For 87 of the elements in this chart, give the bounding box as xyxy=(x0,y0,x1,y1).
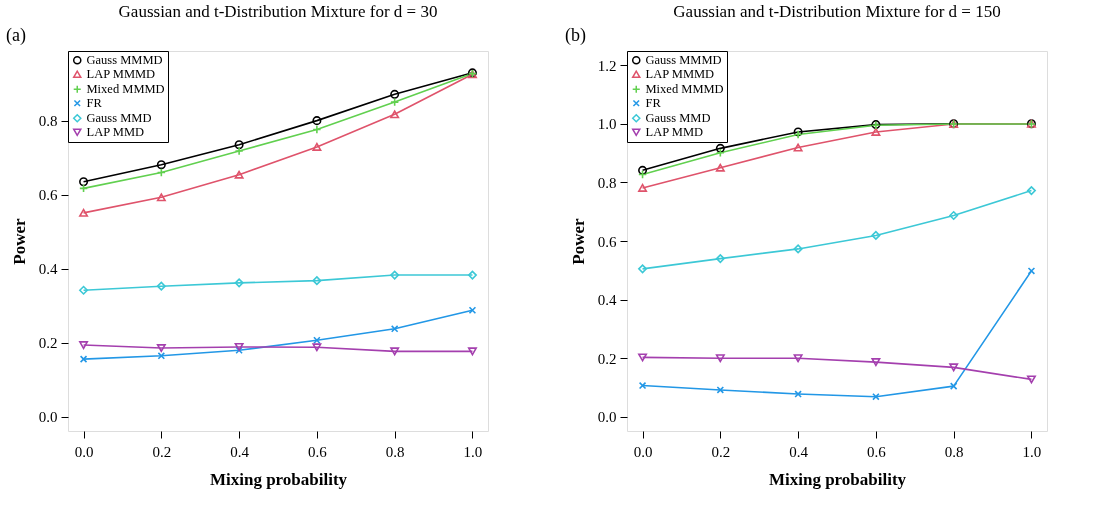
point xyxy=(390,347,400,356)
x-tick-label: 0.2 xyxy=(152,443,172,460)
legend-label: Gauss MMD xyxy=(86,111,152,126)
point xyxy=(949,363,959,372)
x-tick-label: 0.4 xyxy=(789,443,809,460)
point xyxy=(390,325,399,333)
point xyxy=(638,353,648,362)
point xyxy=(793,143,803,152)
point xyxy=(715,354,725,363)
y-tick-label: 0.0 xyxy=(597,409,617,426)
point xyxy=(79,208,89,217)
point xyxy=(390,110,400,119)
legend-label: Gauss MMD xyxy=(645,111,711,126)
legend-label: Mixed MMMD xyxy=(645,82,724,97)
text: (b) xyxy=(565,25,586,46)
y-tick-label: 0.6 xyxy=(38,187,58,204)
point xyxy=(312,343,322,352)
x-tick-label: 0.0 xyxy=(74,443,94,460)
x-tick-label: 0.0 xyxy=(633,443,653,460)
chart-title: Gaussian and t-Distribution Mixture for d = 150 xyxy=(673,2,1001,21)
point xyxy=(871,358,881,367)
legend-label: LAP MMD xyxy=(86,125,145,140)
y-tick-label: 0.2 xyxy=(38,335,58,352)
y-tick-label: 0.4 xyxy=(597,292,617,309)
point xyxy=(79,341,89,350)
y-axis-title: Power xyxy=(9,217,29,265)
y-axis-title: Power xyxy=(568,217,588,265)
legend-label: FR xyxy=(645,96,662,111)
point xyxy=(638,264,648,274)
x-axis-title: Mixing probability xyxy=(209,469,348,489)
y-tick-label: 0.2 xyxy=(597,350,617,367)
y-tick-label: 0.8 xyxy=(38,113,58,130)
point xyxy=(871,127,881,136)
point xyxy=(156,344,166,353)
y-tick-label: 0.6 xyxy=(597,233,617,250)
legend-label: LAP MMMD xyxy=(86,67,156,82)
point xyxy=(793,244,803,254)
point xyxy=(156,160,166,170)
x-tick-label: 0.8 xyxy=(385,443,405,460)
x-tick-label: 0.6 xyxy=(867,443,887,460)
text: (a) xyxy=(6,25,26,46)
y-tick-label: 0.4 xyxy=(38,261,58,278)
x-axis-title: Mixing probability xyxy=(768,469,907,489)
point xyxy=(79,285,89,295)
point xyxy=(1026,186,1036,196)
point xyxy=(871,230,881,240)
point xyxy=(1026,375,1036,384)
point xyxy=(638,381,647,390)
point xyxy=(638,183,648,192)
point xyxy=(638,165,648,175)
point xyxy=(312,142,322,151)
point xyxy=(234,342,244,351)
point xyxy=(949,210,959,220)
legend-label: Mixed MMMD xyxy=(86,82,165,97)
point xyxy=(390,89,400,99)
point xyxy=(234,278,244,288)
x-tick-label: 0.2 xyxy=(711,443,731,460)
point xyxy=(156,281,166,291)
point xyxy=(156,193,166,202)
point xyxy=(794,390,802,398)
point xyxy=(715,254,725,264)
point xyxy=(390,270,400,280)
y-tick-label: 1.0 xyxy=(597,116,617,133)
legend-label: LAP MMMD xyxy=(645,67,715,82)
point xyxy=(715,163,725,172)
point xyxy=(234,170,244,179)
x-tick-label: 0.8 xyxy=(944,443,964,460)
point xyxy=(467,347,477,356)
y-tick-label: 1.2 xyxy=(597,57,617,74)
point xyxy=(234,140,244,150)
legend-label: Gauss MMMD xyxy=(645,53,722,68)
legend-label: LAP MMD xyxy=(645,125,704,140)
legend-label: Gauss MMMD xyxy=(86,53,163,68)
legend-label: FR xyxy=(86,96,103,111)
point xyxy=(312,116,322,126)
x-tick-label: 1.0 xyxy=(1022,443,1042,460)
point xyxy=(793,354,803,363)
chart-title: Gaussian and t-Distribution Mixture for d = 30 xyxy=(118,2,438,21)
point xyxy=(312,276,322,286)
x-tick-label: 0.4 xyxy=(230,443,250,460)
y-tick-label: 0.8 xyxy=(597,174,617,191)
x-tick-label: 0.6 xyxy=(308,443,328,460)
x-tick-label: 1.0 xyxy=(463,443,483,460)
point xyxy=(467,270,477,280)
y-tick-label: 0.0 xyxy=(38,409,58,426)
point xyxy=(79,177,89,187)
point xyxy=(715,143,725,153)
